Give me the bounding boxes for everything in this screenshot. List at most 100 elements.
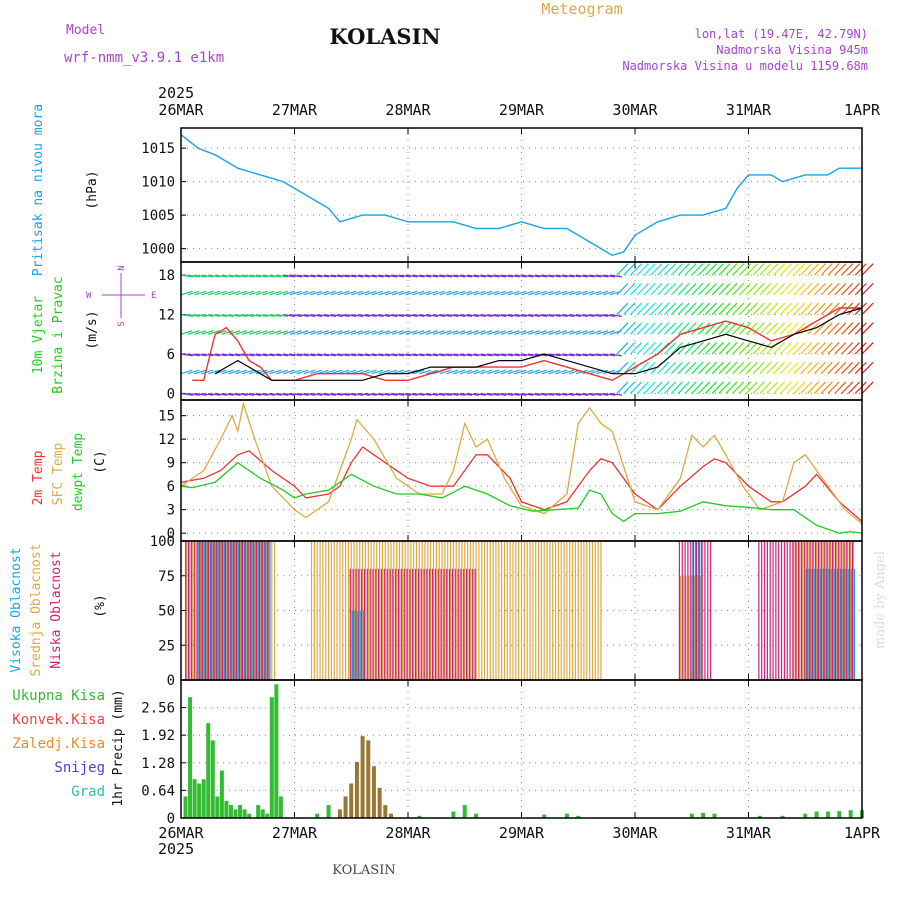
wind-barb <box>385 274 398 278</box>
wind-barb <box>704 263 717 276</box>
wind-barb <box>453 392 466 396</box>
wind-barb <box>276 313 289 317</box>
wind-barb <box>718 361 731 375</box>
wind-barb <box>405 353 418 357</box>
lonlat-label: lon,lat (19.47E, 42.79N) <box>695 27 868 41</box>
wind-barb <box>773 263 786 276</box>
wind-barb <box>555 392 568 396</box>
wind-barb <box>786 322 799 335</box>
wind-barb <box>480 274 493 278</box>
wind-barb <box>283 274 296 278</box>
wind-barb <box>759 263 772 276</box>
wind-barb <box>262 330 275 335</box>
wind-barb <box>521 392 534 396</box>
wind-barb <box>779 322 792 335</box>
wind-barb <box>249 392 262 396</box>
wind-barb <box>242 353 255 357</box>
wind-barb <box>841 322 854 335</box>
wind-barb <box>793 282 806 296</box>
wind-barb <box>480 353 493 357</box>
wind-barb <box>603 290 615 296</box>
wind-barb <box>473 313 486 317</box>
wind-barb <box>330 353 343 357</box>
wind-barb <box>752 381 765 394</box>
wind-barb <box>684 302 697 315</box>
wind-barb <box>310 392 323 396</box>
wind-barb <box>807 282 820 296</box>
wind-barb <box>800 381 813 394</box>
wind-barb <box>242 330 254 335</box>
wind-barb <box>446 274 459 278</box>
wind-barb <box>725 302 738 315</box>
wind-barb <box>364 290 377 296</box>
wind-barb <box>691 322 704 335</box>
wind-barb <box>786 361 799 375</box>
wind-barb <box>439 330 452 335</box>
y-tick-label: 0 <box>167 526 175 542</box>
wind-barb <box>317 330 329 335</box>
precip-bar <box>417 815 422 818</box>
wind-barb <box>541 330 554 335</box>
wind-barb <box>453 274 466 278</box>
wind-barb <box>473 353 486 357</box>
wind-barb <box>773 282 786 296</box>
wind-barb <box>820 342 833 355</box>
wind-barb <box>698 322 711 335</box>
compass-west: W <box>86 291 92 301</box>
wind-barb <box>385 353 398 357</box>
wind-barb <box>807 263 820 276</box>
wind-barb <box>208 290 220 296</box>
wind-barb <box>732 322 745 335</box>
wind-barb <box>630 322 643 335</box>
wind-barb <box>786 342 799 355</box>
wind-barb <box>228 274 241 278</box>
cloud-axis-label-mid: Srednja Oblacnost <box>29 543 44 676</box>
wind-barb <box>643 322 656 335</box>
wind-barb <box>392 274 405 278</box>
wind-barb <box>317 392 330 396</box>
wind-barb <box>303 353 316 357</box>
wind-barb <box>412 392 425 396</box>
wind-barb <box>494 392 507 396</box>
wind-barb <box>670 342 683 355</box>
wind-barb <box>779 302 792 315</box>
wind-barb <box>364 392 377 396</box>
wind-barb <box>310 353 323 357</box>
precip-bar <box>224 800 229 818</box>
wind-barb <box>500 290 513 296</box>
wind-barb <box>351 274 364 278</box>
wind-barb <box>466 313 479 317</box>
wind-barb <box>344 274 357 278</box>
wind-barb <box>460 330 472 335</box>
wind-barb <box>187 392 200 396</box>
wind-barb <box>221 369 234 375</box>
wind-barb <box>807 381 820 394</box>
wind-barb <box>725 263 738 276</box>
wind-barb <box>466 274 479 278</box>
wind-barb <box>630 342 643 355</box>
y-tick-label: 75 <box>158 569 175 585</box>
wind-barb <box>392 353 405 357</box>
wind-barb <box>528 313 541 317</box>
y-tick-label: 1000 <box>141 242 175 258</box>
wind-barb <box>283 353 296 357</box>
wind-barb <box>718 302 731 315</box>
wind-barb <box>432 330 445 335</box>
wind-barb <box>371 369 384 375</box>
wind-barb <box>235 330 248 335</box>
wind-barb <box>296 369 309 375</box>
wind-barb <box>555 369 568 375</box>
wind-barb <box>732 282 745 296</box>
wind-barb <box>820 302 833 315</box>
wind-barb <box>616 263 629 276</box>
wind-barb <box>766 322 779 335</box>
wind-barb <box>847 381 860 394</box>
wind-barb <box>344 392 357 396</box>
wind-barb <box>616 361 629 375</box>
precip-bar <box>712 813 717 818</box>
wind-barb <box>813 322 826 335</box>
wind-barb <box>834 302 847 315</box>
wind-barb <box>847 282 860 296</box>
wind-barb <box>711 342 724 355</box>
wind-barb <box>691 381 704 394</box>
